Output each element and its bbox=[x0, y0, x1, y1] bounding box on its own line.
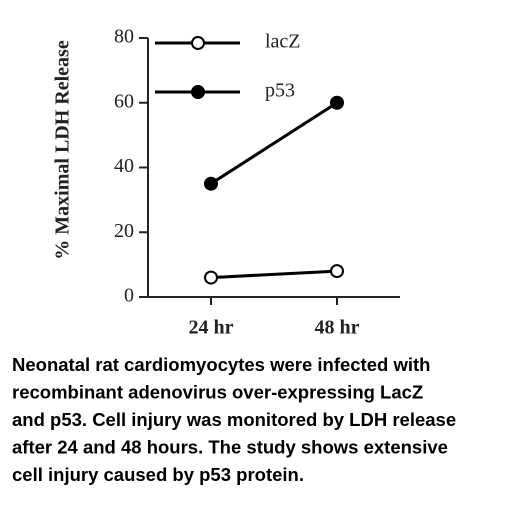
data-point bbox=[204, 270, 218, 285]
data-point bbox=[330, 264, 344, 279]
x-tick-label: 24 hr bbox=[189, 317, 234, 339]
data-line bbox=[210, 269, 338, 280]
caption-line: and p53. Cell injury was monitored by LD… bbox=[12, 409, 456, 430]
data-point bbox=[204, 176, 218, 191]
caption-line: Neonatal rat cardiomyocytes were infecte… bbox=[12, 354, 430, 375]
data-line bbox=[210, 101, 338, 185]
caption-line: recombinant adenovirus over-expressing L… bbox=[12, 381, 423, 402]
y-tick-label: 40 bbox=[114, 155, 134, 177]
legend-label: p53 bbox=[265, 80, 295, 102]
y-axis-label: % Maximal LDH Release bbox=[52, 40, 74, 260]
y-tick-label: 80 bbox=[114, 26, 134, 48]
y-tick-label: 20 bbox=[114, 220, 134, 242]
x-tick-label: 48 hr bbox=[315, 317, 360, 339]
legend-marker bbox=[191, 36, 205, 50]
data-point bbox=[330, 95, 344, 110]
legend-label: lacZ bbox=[265, 31, 301, 53]
y-tick-label: 0 bbox=[124, 285, 134, 307]
caption-line: cell injury caused by p53 protein. bbox=[12, 464, 304, 485]
legend-marker bbox=[191, 85, 205, 99]
y-tick-label: 60 bbox=[114, 90, 134, 112]
caption-line: after 24 and 48 hours. The study shows e… bbox=[12, 436, 448, 457]
